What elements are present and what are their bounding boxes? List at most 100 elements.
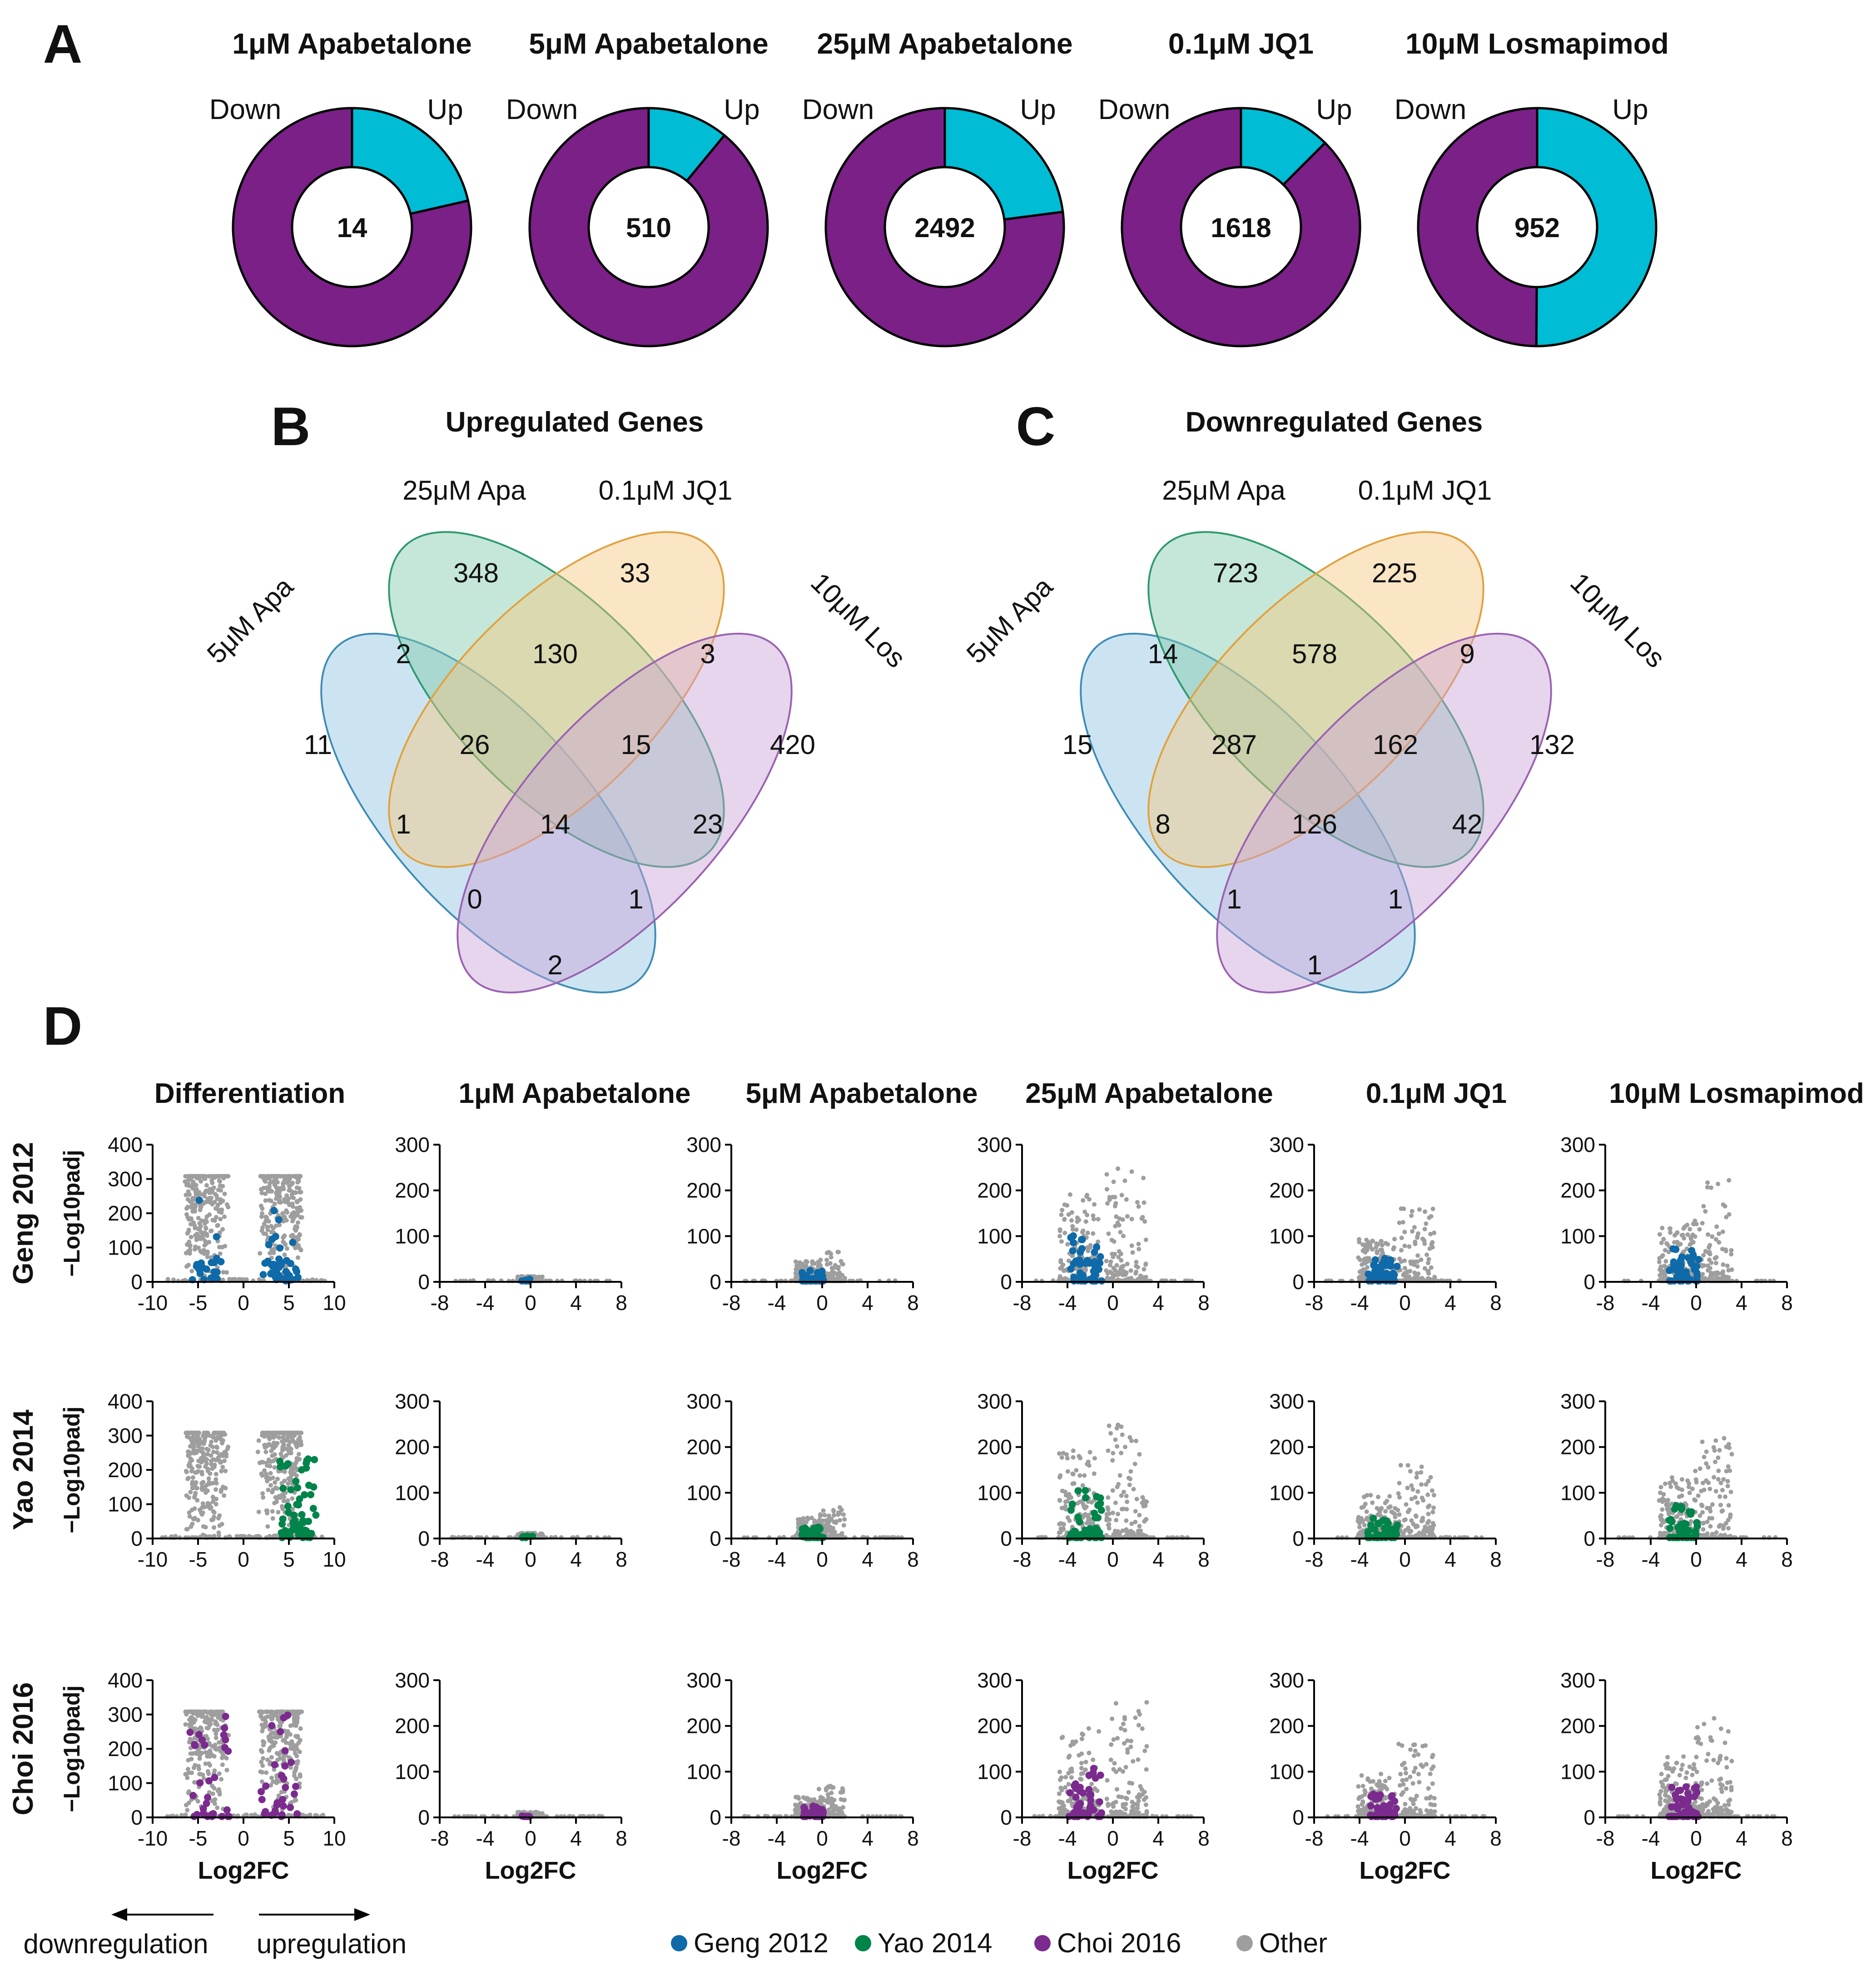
data-point-other <box>191 1179 196 1184</box>
data-point-other <box>1143 1237 1148 1242</box>
data-point-highlight <box>287 1260 294 1267</box>
x-tick-label: -4 <box>476 1548 495 1571</box>
data-point-other <box>1092 1202 1097 1207</box>
data-point-other <box>202 1251 207 1256</box>
donut-center-count: 2492 <box>914 213 975 243</box>
data-point-other <box>794 1266 799 1271</box>
data-point-other <box>286 1196 291 1201</box>
y-tick-label: 200 <box>1560 1179 1595 1202</box>
data-point-other <box>186 1250 191 1255</box>
venn-count-a: 15 <box>1062 729 1093 760</box>
data-point-other <box>1104 1172 1109 1177</box>
x-tick-label: 8 <box>907 1291 919 1315</box>
data-point-other <box>266 1430 271 1435</box>
y-tick-label: 200 <box>686 1435 721 1459</box>
data-point-other <box>217 1458 222 1463</box>
y-tick-label: 200 <box>108 1201 143 1225</box>
data-point-other <box>198 1204 203 1209</box>
y-tick-label: 200 <box>977 1179 1012 1202</box>
x-tick-label: 4 <box>862 1291 873 1315</box>
data-point-other <box>804 1263 809 1268</box>
data-point-other <box>199 1505 204 1510</box>
x-tick-label: -8 <box>431 1548 449 1571</box>
y-tick-label: 100 <box>1269 1224 1304 1248</box>
data-point-other <box>1365 1265 1370 1270</box>
data-point-highlight <box>284 1503 292 1510</box>
data-point-highlight <box>298 1511 306 1518</box>
data-point-other <box>827 1519 832 1524</box>
data-point-other <box>1115 1444 1120 1449</box>
data-point-other <box>211 1449 216 1454</box>
donut-title: 1μM Apabetalone <box>232 27 472 60</box>
data-point-other <box>1664 1241 1669 1246</box>
data-point-other <box>1412 1225 1417 1230</box>
y-tick-label: 0 <box>1583 1270 1595 1294</box>
data-point-other <box>218 1437 223 1442</box>
venn-set-label-a: 5μM Apa <box>201 571 299 669</box>
x-tick-label: 4 <box>570 1548 582 1571</box>
data-point-highlight <box>1077 1248 1084 1256</box>
data-point-other <box>201 1174 206 1179</box>
data-point-other <box>222 1493 227 1498</box>
data-point-other <box>189 1524 194 1529</box>
data-point-highlight <box>1084 1257 1092 1265</box>
data-point-other <box>1117 1473 1122 1478</box>
data-point-other <box>1057 1234 1062 1239</box>
venn-set-label-d: 10μM Los <box>805 567 912 674</box>
data-point-other <box>189 1269 194 1274</box>
data-point-other <box>1430 1206 1435 1211</box>
data-point-other <box>1111 1179 1116 1184</box>
data-point-other <box>1057 1530 1062 1535</box>
data-point-other <box>1118 1230 1123 1235</box>
volcano-row-label: Yao 2014 <box>8 1409 39 1530</box>
data-point-highlight <box>287 1486 295 1494</box>
data-point-other <box>1399 1248 1404 1253</box>
data-point-other <box>1085 1245 1090 1250</box>
data-point-other <box>1108 1270 1113 1275</box>
data-point-other <box>193 1189 198 1194</box>
data-point-other <box>256 1509 261 1514</box>
data-point-other <box>1077 1473 1082 1478</box>
data-point-other <box>1415 1234 1420 1239</box>
data-point-other <box>224 1270 229 1275</box>
data-point-other <box>190 1196 195 1201</box>
data-point-other <box>191 1449 196 1454</box>
data-point-other <box>1061 1268 1066 1273</box>
data-point-other <box>213 1487 218 1492</box>
data-point-other <box>284 1447 289 1452</box>
data-point-other <box>1408 1259 1413 1264</box>
data-point-highlight <box>1093 1243 1101 1251</box>
data-point-other <box>1422 1266 1427 1271</box>
data-point-other <box>1702 1263 1707 1268</box>
data-point-other <box>293 1226 298 1231</box>
data-point-other <box>1116 1272 1121 1277</box>
data-point-other <box>1140 1495 1145 1500</box>
data-point-other <box>1700 1221 1705 1226</box>
data-point-other <box>1721 1262 1726 1267</box>
data-point-other <box>1135 1200 1140 1205</box>
data-point-other <box>1707 1265 1712 1270</box>
data-point-other <box>1124 1197 1129 1202</box>
data-point-other <box>1128 1268 1133 1273</box>
data-point-other <box>297 1190 302 1195</box>
data-point-other <box>831 1509 836 1514</box>
data-point-other <box>199 1469 204 1474</box>
data-point-other <box>299 1208 304 1213</box>
data-point-other <box>214 1444 219 1449</box>
venn-count-abc: 287 <box>1211 729 1257 760</box>
y-tick-label: 100 <box>977 1224 1012 1248</box>
data-point-other <box>1424 1221 1429 1226</box>
data-point-other <box>836 1265 841 1270</box>
data-point-other <box>272 1201 277 1206</box>
data-point-other <box>222 1214 227 1219</box>
data-point-other <box>199 1455 204 1460</box>
data-point-other <box>1397 1256 1402 1261</box>
data-point-other <box>804 1260 809 1265</box>
data-point-other <box>186 1463 191 1468</box>
y-tick-label: 0 <box>131 1527 143 1550</box>
data-point-highlight <box>1380 1257 1388 1265</box>
data-point-other <box>1057 1498 1062 1503</box>
data-point-other <box>189 1235 194 1240</box>
